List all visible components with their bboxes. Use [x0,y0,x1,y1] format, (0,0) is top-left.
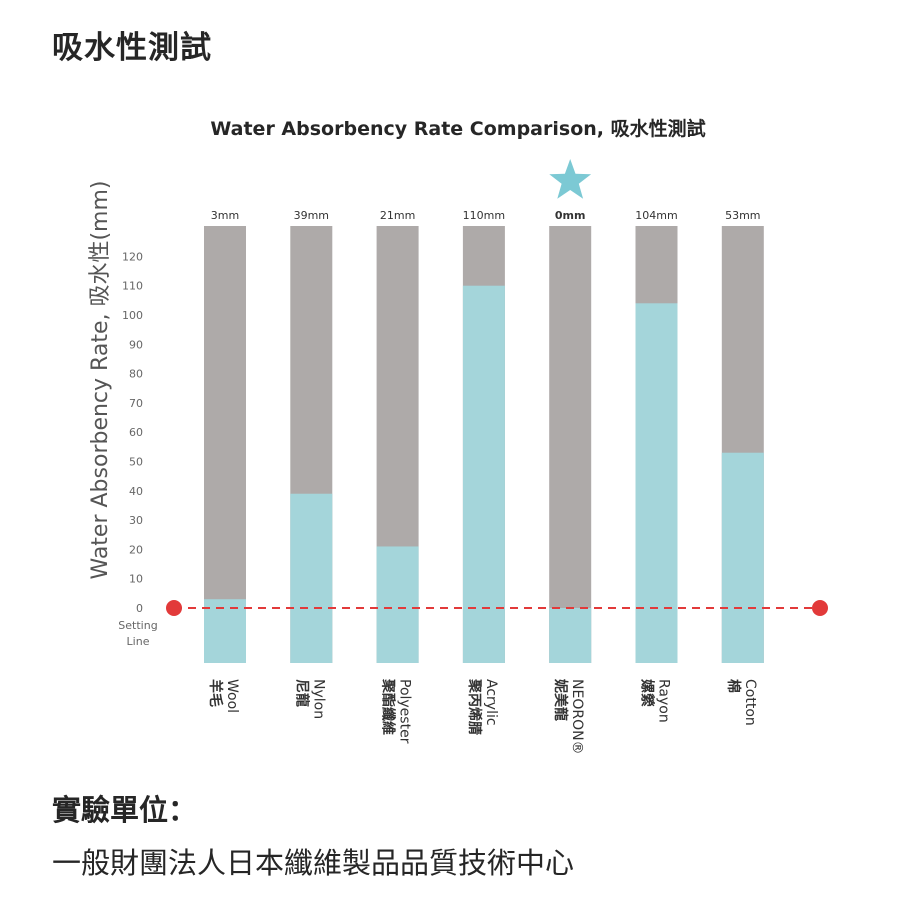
y-tick-label: 50 [129,456,143,469]
y-tick-label: 110 [122,280,143,293]
y-tick-label: 90 [129,338,143,351]
value-label: 0mm [555,209,586,222]
y-tick-label: 0 [136,602,143,615]
x-label-en: Rayon [656,679,672,723]
x-label-en: Wool [224,679,240,713]
value-label: 110mm [463,209,505,222]
value-label: 39mm [294,209,329,222]
chart-title: Water Absorbency Rate Comparison, 吸水性測試 [210,117,705,140]
value-label: 53mm [725,209,760,222]
value-label: 104mm [635,209,677,222]
y-tick-label: 120 [122,250,143,263]
y-ticks: 0 10 20 30 40 50 60 70 80 90 100 110 120 Setting Line [118,250,157,648]
value-label: 21mm [380,209,415,222]
x-label-en: Polyester [397,679,413,744]
y-tick-label: 80 [129,368,143,381]
highlight-star-icon [549,159,592,199]
x-label-en: NEORON® [569,679,585,755]
bar-absorbed [376,546,419,663]
setting-line [166,600,828,616]
bar-absorbed [549,608,592,663]
y-tick-label: 40 [129,485,143,498]
x-label-en: Acrylic [483,679,499,726]
y-tick-label: 20 [129,543,143,556]
bars [204,159,764,663]
setting-line-label: Line [127,635,150,648]
y-axis-label: Water Absorbency Rate, 吸水性(mm) [88,180,113,579]
bar-absorbed [635,303,678,663]
x-label-zh: 聚丙烯腈 [466,678,483,735]
y-tick-label: 70 [129,397,143,410]
page-title: 吸水性測試 [52,30,212,66]
x-label-en: Cotton [742,679,758,726]
x-label-zh: 棉 [725,679,742,693]
x-label-zh: 尼龍 [293,679,310,707]
bar-absorbed [462,285,505,663]
x-label-zh: 妮美龍 [552,678,569,721]
test-unit-name: 一般財團法人日本纖維製品品質技術中心 [52,846,575,880]
x-label-zh: 羊毛 [207,679,224,707]
y-tick-label: 10 [129,573,143,586]
x-label-en: Nylon [310,679,326,719]
chart: Water Absorbency Rate Comparison, 吸水性測試 … [88,117,828,755]
setting-line-label: Setting [118,619,157,632]
x-label-zh: 聚酯纖維 [380,678,397,735]
setting-line-right-dot [812,600,828,616]
x-label-zh: 嫘縈 [639,679,656,707]
y-tick-label: 60 [129,426,143,439]
test-unit-label: 實驗單位： [52,793,198,827]
bar-remaining [549,226,592,663]
setting-line-left-dot [166,600,182,616]
y-tick-label: 100 [122,309,143,322]
y-tick-label: 30 [129,514,143,527]
value-label: 3mm [211,209,239,222]
bar-absorbed [204,599,246,663]
bar-absorbed [721,452,764,663]
value-labels: 3mm 39mm 21mm 110mm 0mm 104mm 53mm [211,209,761,222]
bar-remaining [204,226,246,663]
bar-absorbed [290,493,333,663]
